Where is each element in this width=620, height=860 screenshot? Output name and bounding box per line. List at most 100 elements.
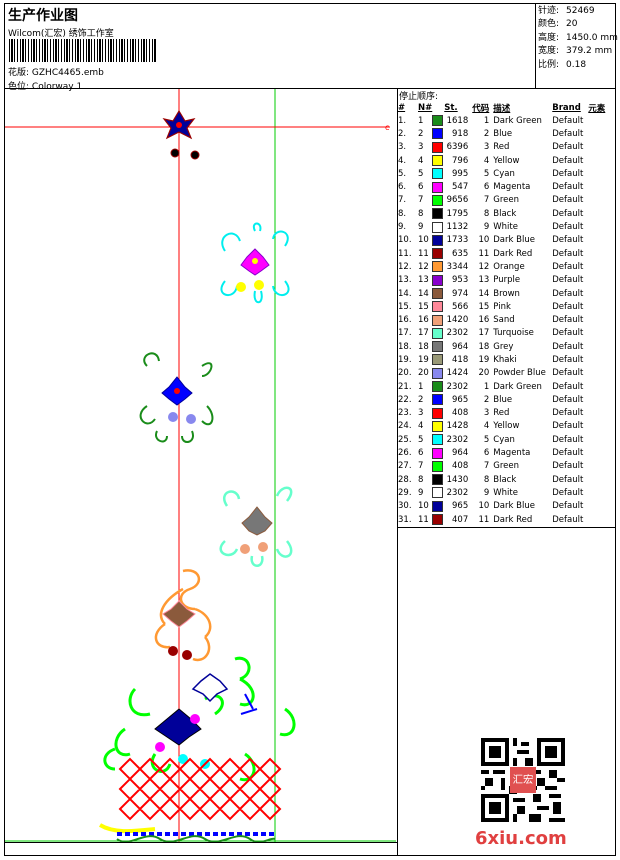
row-index: 5. [398,168,407,179]
row-code: 3 [418,142,424,153]
row-number: 3 [483,408,490,419]
col-header: N# [418,103,433,113]
row-code: 20 [418,368,429,379]
yellow-stroke [98,823,156,834]
row-number: 1 [483,381,490,392]
row-element [588,407,610,420]
color-swatch [432,514,444,526]
row-stitches: 6396 [446,142,469,153]
table-row: 31. 11 407 11 Dark Red Default [398,513,610,526]
row-brand: Default [552,448,584,459]
col-header [432,102,444,114]
color-swatch-cell [432,433,444,446]
color-swatch [432,194,444,206]
row-element [588,300,610,313]
row-description: Dark Blue [493,235,535,246]
row-index: 1. [398,115,407,126]
color-swatch [432,394,444,406]
row-brand: Default [552,182,584,193]
row-number: 11 [478,514,490,525]
table-row: 18. 18 964 18 Grey Default [398,340,610,353]
row-element [588,313,610,326]
row-description: Powder Blue [493,368,546,379]
row-brand: Default [552,155,584,166]
row-index: 29. [398,487,412,498]
row-number: 5 [483,434,490,445]
row-index: 16. [398,315,412,326]
row-code: 8 [418,208,424,219]
col-header: 元素 [588,104,606,114]
row-stitches: 796 [452,155,469,166]
color-swatch-cell [432,234,444,247]
row-code: 8 [418,474,424,485]
row-description: Blue [493,394,513,405]
row-element [588,353,610,366]
row-number: 9 [483,222,490,233]
row-description: Dark Red [493,248,533,259]
color-swatch-cell [432,486,444,499]
row-stitches: 635 [452,248,469,259]
row-number: 16 [478,315,490,326]
row-stitches: 2302 [446,434,469,445]
divider [397,88,398,856]
row-description: Orange [493,261,525,272]
color-swatch-cell [432,247,444,260]
table-row: 2. 2 918 2 Blue Default [398,127,610,140]
stat-label: 颜色: [538,19,560,30]
row-brand: Default [552,301,584,312]
row-stitches: 407 [452,514,469,525]
row-stitches: 3344 [446,261,469,272]
row-brand: Default [552,474,584,485]
stat-label: 宽度: [538,46,560,57]
table-row: 6. 6 547 6 Magenta Default [398,180,610,193]
row-index: 2. [398,128,407,139]
table-row: 13. 13 953 13 Purple Default [398,274,610,287]
row-description: Yellow [493,155,520,166]
color-swatch [432,460,444,472]
row-index: 27. [398,461,412,472]
color-swatch-cell [432,154,444,167]
row-stitches: 1733 [446,235,469,246]
color-swatch-cell [432,207,444,220]
color-swatch-cell [432,141,444,154]
colorway-label: 色位: [8,82,30,92]
row-brand: Default [552,275,584,286]
row-number: 17 [478,328,490,339]
row-description: Black [493,208,517,219]
row-number: 11 [478,248,490,259]
color-swatch [432,314,444,326]
row-element [588,234,610,247]
row-element [588,274,610,287]
row-element [588,207,610,220]
row-index: 17. [398,328,412,339]
row-element [588,180,610,193]
row-stitches: 2302 [446,487,469,498]
color-swatch [432,234,444,246]
row-description: White [493,487,518,498]
row-element [588,247,610,260]
row-code: 11 [418,248,429,259]
stat-row: 针迹: 52469 [538,5,618,18]
color-swatch-cell [432,407,444,420]
row-brand: Default [552,328,584,339]
design-file-line: 花版: GZHC4465.emb [8,65,104,78]
row-index: 22. [398,394,412,405]
row-code: 19 [418,354,429,365]
basket-lattice [118,757,282,821]
design-label: 花版: [8,68,30,78]
qr-code: 汇宏 [481,738,565,822]
color-swatch [432,168,444,180]
page-title: 生产作业图 [8,8,78,24]
color-swatch-cell [432,260,444,273]
row-index: 30. [398,501,412,512]
row-element [588,220,610,233]
row-brand: Default [552,128,584,139]
row-description: Dark Green [493,381,542,392]
row-description: Dark Blue [493,501,535,512]
color-swatch [432,420,444,432]
table-row: 29. 9 2302 9 White Default [398,486,610,499]
row-description: Blue [493,128,513,139]
row-element [588,486,610,499]
table-row: 12. 12 3344 12 Orange Default [398,260,610,273]
row-description: Cyan [493,434,515,445]
